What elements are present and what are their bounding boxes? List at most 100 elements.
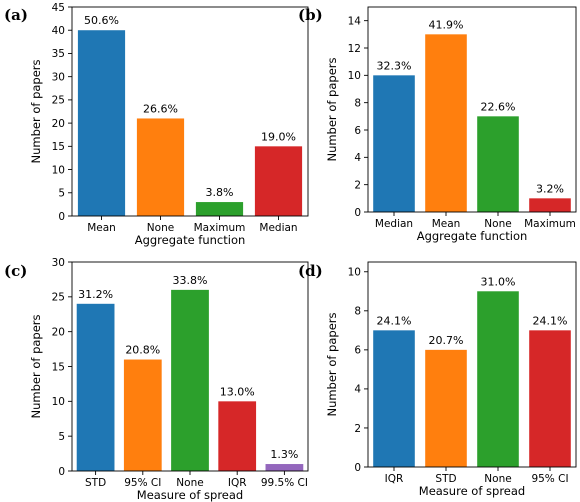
bar-1	[77, 30, 126, 216]
x-tick-label: IQR	[228, 477, 247, 489]
bar-3	[171, 289, 209, 471]
bar-value-label: 3.2%	[536, 182, 564, 195]
bar-value-label: 31.0%	[481, 275, 516, 288]
panel-label: (d)	[298, 262, 323, 280]
x-tick-label: Mean	[87, 222, 116, 234]
x-tick-label: 95% CI	[124, 477, 161, 489]
y-tick-label: 0	[354, 462, 361, 474]
chart-panel-2: (b) 32.3% 41.9% 22.6% 3.2% 0 2 4 6 8 10 12 14 Median M…	[298, 6, 577, 243]
y-tick-label: 14	[348, 15, 362, 27]
y-tick-label: 15	[52, 141, 65, 153]
chart-panel-1: (a) 50.6% 26.6% 3.8% 19.0% 0 5 10 15 20 25 30 35 40 45…	[4, 2, 309, 247]
x-tick-label: STD	[435, 473, 456, 485]
y-tick-label: 45	[52, 2, 65, 14]
y-tick-label: 40	[52, 25, 65, 37]
y-tick-label: 20	[52, 118, 65, 130]
bar-value-label: 26.6%	[143, 102, 178, 115]
y-tick-label: 35	[52, 48, 65, 60]
x-tick-label: None	[484, 218, 511, 230]
y-tick-label: 10	[348, 70, 361, 82]
bar-value-label: 3.8%	[206, 186, 234, 199]
y-tick-label: 8	[354, 306, 361, 318]
x-tick-label: Median	[259, 222, 297, 234]
bar-value-label: 31.2%	[78, 288, 113, 301]
x-axis-label: Aggregate function	[417, 229, 528, 243]
bar-value-label: 20.8%	[125, 344, 160, 357]
x-tick-label: Maximum	[194, 222, 246, 234]
y-tick-label: 2	[354, 179, 361, 191]
y-tick-label: 25	[52, 292, 65, 304]
x-tick-label: None	[484, 473, 511, 485]
bar-4	[529, 330, 571, 467]
bar-1	[373, 330, 415, 467]
panel-label: (c)	[4, 262, 27, 280]
y-axis-label: Number of papers	[325, 57, 339, 161]
plot-frame	[71, 6, 309, 217]
bar-4	[218, 401, 257, 471]
x-tick-label: Median	[375, 218, 413, 230]
bar-1	[76, 303, 115, 471]
y-tick-label: 12	[348, 43, 361, 55]
bar-value-label: 33.8%	[173, 274, 208, 287]
x-axis-label: Aggregate function	[135, 233, 246, 247]
y-tick-label: 4	[354, 152, 361, 164]
x-tick-label: IQR	[385, 473, 404, 485]
bar-2	[136, 118, 185, 216]
y-tick-label: 0	[58, 466, 65, 478]
y-tick-label: 10	[52, 396, 65, 408]
x-tick-label: Maximum	[524, 218, 576, 230]
bar-3	[195, 202, 244, 216]
bar-4	[529, 198, 571, 212]
plot-frame	[367, 261, 577, 468]
x-axis-label: Measure of spread	[137, 488, 243, 502]
y-tick-label: 20	[52, 326, 65, 338]
bar-value-label: 19.0%	[261, 130, 296, 143]
bar-value-label: 32.3%	[377, 59, 412, 72]
bar-2	[425, 34, 467, 213]
y-tick-label: 15	[52, 361, 65, 373]
bar-value-label: 24.1%	[377, 314, 412, 327]
y-axis-label: Number of papers	[29, 314, 43, 418]
y-axis-label: Number of papers	[325, 312, 339, 416]
bar-3	[477, 291, 519, 467]
bar-2	[123, 359, 162, 471]
y-tick-label: 8	[354, 97, 361, 109]
y-tick-label: 6	[354, 345, 361, 357]
y-tick-label: 6	[354, 125, 361, 137]
y-tick-label: 2	[354, 423, 361, 435]
chart-panel-4: (d) 24.1% 20.7% 31.0% 24.1% 0 2 4 6 8 10 IQR STD None…	[298, 261, 577, 498]
x-axis-label: Measure of spread	[419, 484, 525, 498]
bar-value-label: 50.6%	[84, 14, 119, 27]
y-tick-label: 10	[348, 267, 361, 279]
plot-frame	[367, 6, 577, 213]
bar-value-label: 22.6%	[481, 100, 516, 113]
bar-value-label: 13.0%	[220, 385, 255, 398]
x-tick-label: 95% CI	[531, 473, 568, 485]
y-tick-label: 30	[52, 257, 65, 269]
bar-3	[477, 116, 519, 212]
y-tick-label: 10	[52, 164, 65, 176]
y-tick-label: 30	[52, 71, 65, 83]
y-tick-label: 4	[354, 384, 361, 396]
x-tick-label: 99.5% CI	[261, 477, 308, 489]
bar-1	[373, 75, 415, 212]
bar-5	[265, 464, 304, 471]
bar-value-label: 20.7%	[429, 334, 464, 347]
bar-value-label: 41.9%	[429, 18, 464, 31]
y-tick-label: 25	[52, 95, 65, 107]
y-tick-label: 0	[58, 211, 65, 223]
y-axis-label: Number of papers	[29, 59, 43, 163]
bar-4	[254, 146, 303, 216]
panel-label: (a)	[4, 6, 28, 24]
x-tick-label: None	[176, 477, 203, 489]
x-tick-label: STD	[85, 477, 106, 489]
bar-value-label: 24.1%	[533, 314, 568, 327]
y-tick-label: 0	[354, 207, 361, 219]
bar-2	[425, 349, 467, 467]
y-tick-label: 5	[58, 188, 65, 200]
bar-value-label: 1.3%	[270, 448, 298, 461]
chart-panel-3: (c) 31.2% 20.8% 33.8% 13.0% 1.3% 0 5 10 15 20 25 30 S…	[4, 257, 309, 502]
panel-label: (b)	[298, 6, 323, 24]
x-tick-label: None	[147, 222, 174, 234]
